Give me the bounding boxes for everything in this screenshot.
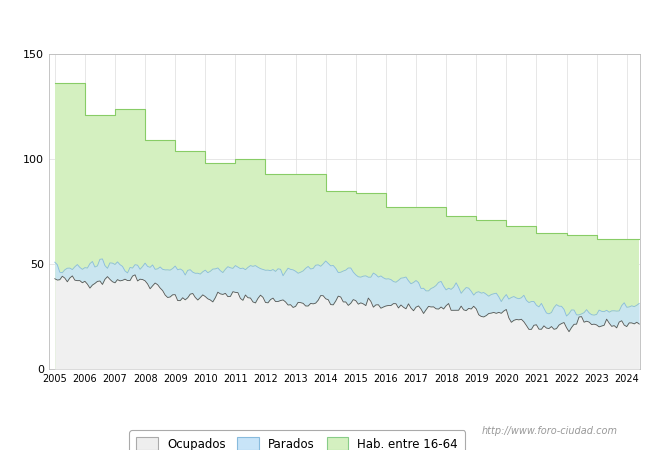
Legend: Ocupados, Parados, Hab. entre 16-64: Ocupados, Parados, Hab. entre 16-64 — [129, 430, 465, 450]
Text: http://www.foro-ciudad.com: http://www.foro-ciudad.com — [482, 427, 618, 436]
Text: Henarejos - Evolucion de la poblacion en edad de Trabajar Mayo de 2024: Henarejos - Evolucion de la poblacion en… — [96, 10, 554, 23]
